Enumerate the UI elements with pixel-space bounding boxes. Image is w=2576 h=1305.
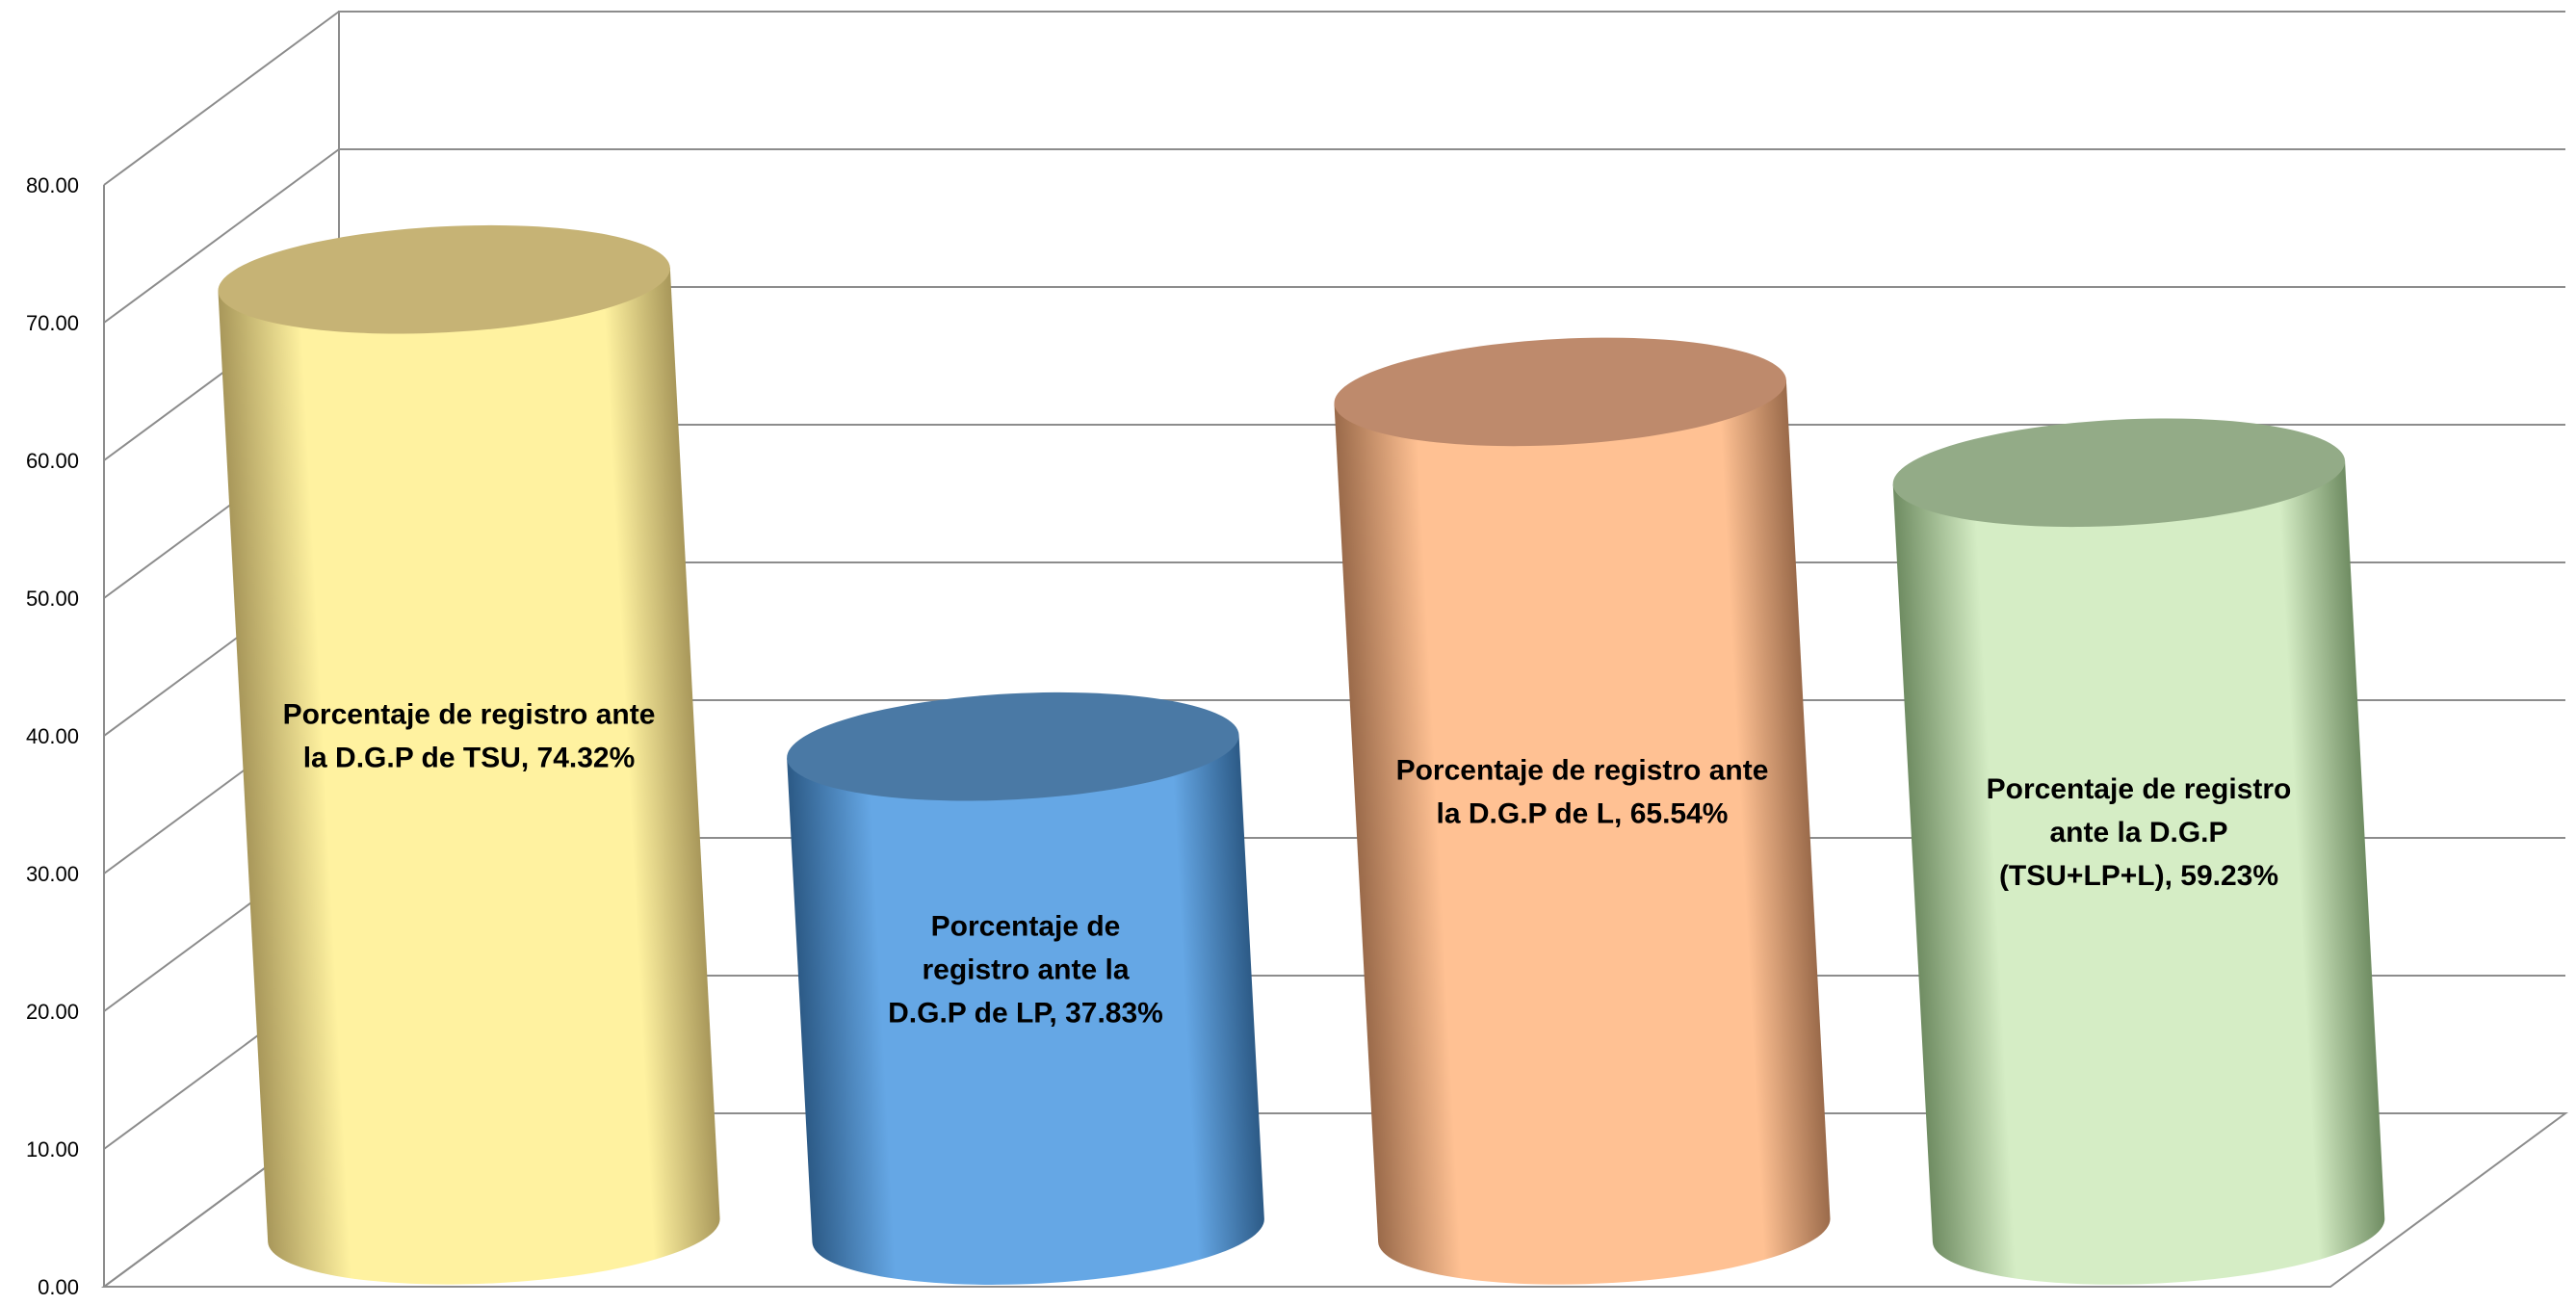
bar-3 xyxy=(1334,337,1831,1285)
data-label: Porcentaje de registro ante la D.G.P de LP… xyxy=(888,910,1163,1029)
y-tick-label: 50.00 xyxy=(26,587,79,611)
bar-top xyxy=(1892,418,2346,528)
bar-top xyxy=(787,692,1239,801)
y-tick-label: 0.00 xyxy=(38,1275,79,1299)
data-labels: Porcentaje de registro ante la D.G.P de T… xyxy=(283,698,2292,1029)
bar-body xyxy=(218,267,720,1285)
bar-body xyxy=(1334,379,1831,1285)
data-label: Porcentaje de registro ante la D.G.P de T… xyxy=(283,698,656,773)
bars xyxy=(218,224,2385,1285)
y-tick-label: 80.00 xyxy=(26,173,79,197)
data-label: Porcentaje de registro ante la D.G.P (TSU+… xyxy=(1987,773,2292,892)
bar-top xyxy=(1334,337,1786,447)
y-tick-label: 70.00 xyxy=(26,311,79,335)
side-gridline xyxy=(103,11,340,186)
y-tick-label: 30.00 xyxy=(26,862,79,886)
data-label: Porcentaje de registro ante la D.G.P de L… xyxy=(1396,755,1769,830)
y-tick-label: 20.00 xyxy=(26,1000,79,1024)
bar-2 xyxy=(787,692,1264,1285)
bar-1 xyxy=(218,224,720,1285)
bar-body xyxy=(1892,460,2385,1285)
y-tick-label: 10.00 xyxy=(26,1137,79,1161)
y-tick-label: 40.00 xyxy=(26,724,79,748)
y-tick-label: 60.00 xyxy=(26,449,79,473)
side-gridline xyxy=(103,148,340,324)
bar-top xyxy=(218,224,670,334)
bar-body xyxy=(787,734,1264,1285)
y-axis: 0.00 10.00 20.00 30.00 40.00 50.00 60.00 70.00 8… xyxy=(26,173,105,1299)
bar-4 xyxy=(1892,418,2385,1285)
